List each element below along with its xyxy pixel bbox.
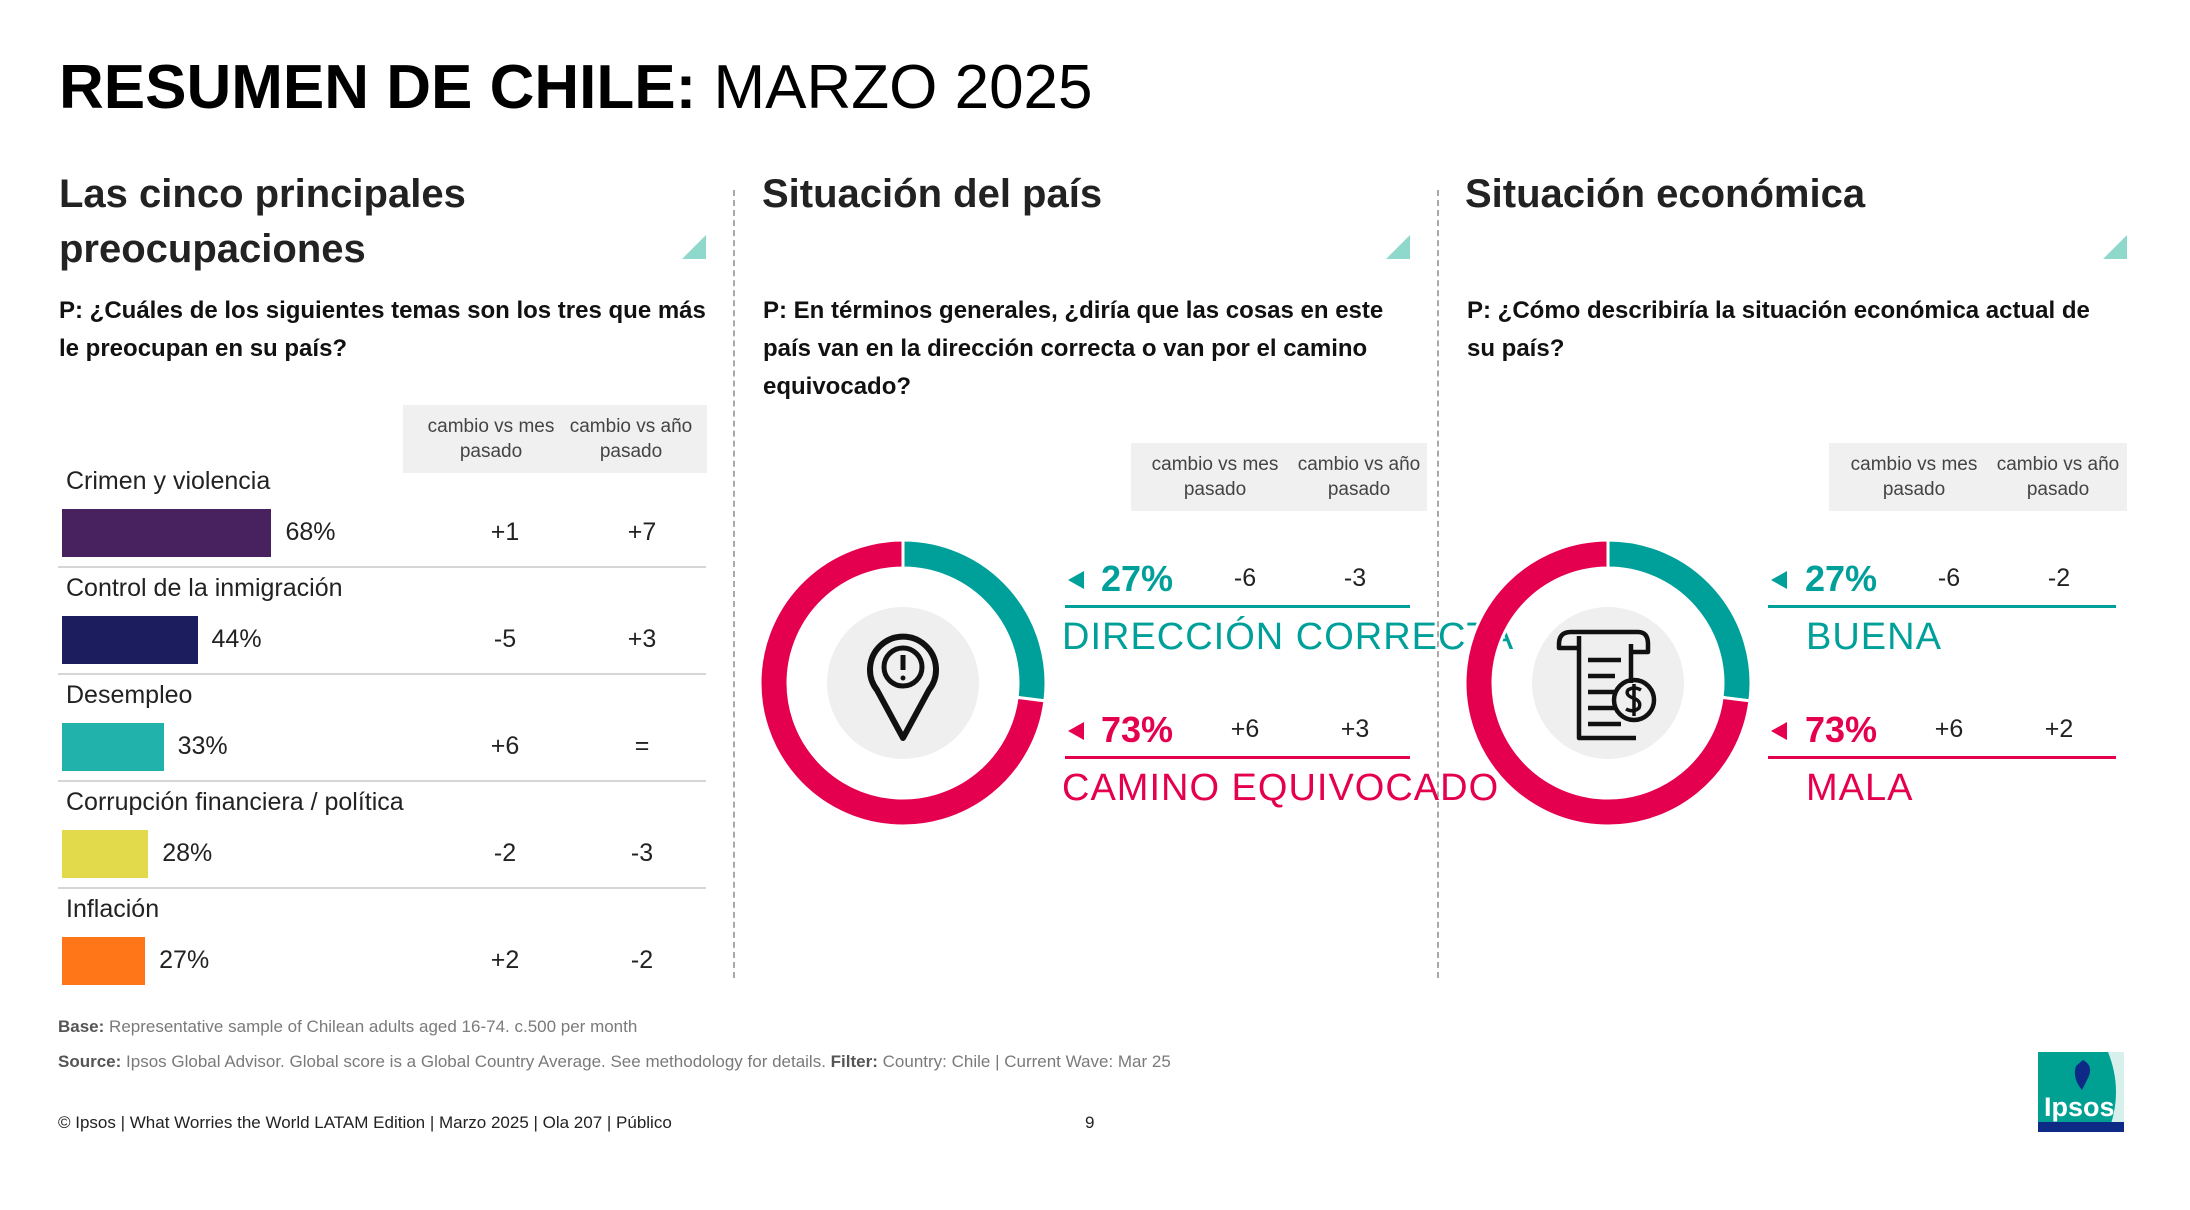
donut-category-label: CAMINO EQUIVOCADO <box>1062 767 1500 809</box>
issue-label: Crimen y violencia <box>66 467 271 495</box>
row-divider <box>58 673 706 675</box>
change-vs-year-value: = <box>634 732 650 760</box>
donut-category-label: DIRECCIÓN CORRECTA <box>1062 616 1515 658</box>
category-underline <box>1065 605 1410 608</box>
change-vs-year-value: -2 <box>630 946 654 974</box>
change-vs-month-header: cambio vs mes pasado <box>427 416 555 462</box>
change-vs-year-header: cambio vs año pasado <box>569 416 693 462</box>
donut-value-label: 27% <box>1805 558 1878 599</box>
change-vs-month-value: -2 <box>493 839 517 867</box>
pointer-arrow-icon <box>1068 571 1084 589</box>
donut-category-label: BUENA <box>1806 616 1942 658</box>
top-concerns-question: P: ¿Cuáles de los siguientes temas son l… <box>59 297 706 362</box>
change-vs-year-value: -2 <box>2047 564 2071 592</box>
base-note-label: Base: <box>58 1017 105 1036</box>
change-header: cambio vs mes pasado cambio vs año pasad… <box>1829 443 2127 511</box>
economic-situation-question: P: ¿Cómo describiría la situación económ… <box>1467 297 2090 362</box>
change-vs-month-value: -6 <box>1937 564 1961 592</box>
country-direction-donut <box>760 540 1046 826</box>
base-note: Base: Representative sample of Chilean a… <box>58 1017 637 1037</box>
donut-slice <box>1465 540 1751 826</box>
filter-note-label: Filter: <box>830 1052 878 1071</box>
donut-value-label: 73% <box>1101 709 1174 750</box>
change-vs-month-value: -5 <box>493 625 517 653</box>
change-vs-month-value: +1 <box>490 518 520 546</box>
change-vs-year-value: -3 <box>1343 564 1367 592</box>
change-header: cambio vs mes pasado cambio vs año pasad… <box>403 405 707 473</box>
issue-bar <box>62 723 164 771</box>
corner-triangle-icon <box>2103 235 2127 259</box>
filter-note-text: Country: Chile | Current Wave: Mar 25 <box>882 1052 1171 1071</box>
page-title: RESUMEN DE CHILE: MARZO 2025 <box>59 50 1093 126</box>
change-vs-month-value: +6 <box>490 732 520 760</box>
page-title-date: MARZO 2025 <box>713 53 1093 122</box>
ipsos-logo-shape <box>2038 1052 2124 1132</box>
donut-value-label: 73% <box>1805 709 1878 750</box>
row-divider <box>58 566 706 568</box>
change-vs-month-value: +2 <box>490 946 520 974</box>
change-vs-month-value: -6 <box>1233 564 1257 592</box>
corner-triangle-icon <box>682 235 706 259</box>
country-situation-heading: Situación del país <box>762 172 1103 216</box>
category-underline <box>1768 605 2116 608</box>
corner-triangle-icon <box>1386 235 1410 259</box>
issue-value-label: 33% <box>177 732 228 760</box>
issue-label: Inflación <box>66 895 160 923</box>
source-note: Source: Ipsos Global Advisor. Global sco… <box>58 1052 1171 1072</box>
issue-value-label: 27% <box>159 946 210 974</box>
change-vs-month-value: +6 <box>1934 715 1964 743</box>
pointer-arrow-icon <box>1771 722 1787 740</box>
change-header: cambio vs mes pasado cambio vs año pasad… <box>1131 443 1427 511</box>
issue-value-label: 44% <box>211 625 262 653</box>
pointer-arrow-icon <box>1771 571 1787 589</box>
base-note-text: Representative sample of Chilean adults … <box>109 1017 638 1036</box>
row-divider <box>58 887 706 889</box>
invoice-dollar-icon <box>1556 629 1657 741</box>
issue-label: Control de la inmigración <box>66 574 343 602</box>
source-note-text: Ipsos Global Advisor. Global score is a … <box>126 1052 826 1071</box>
change-vs-year-header: cambio vs año pasado <box>1996 454 2120 500</box>
change-vs-month-header: cambio vs mes pasado <box>1151 454 1279 500</box>
change-vs-year-value: +2 <box>2044 715 2074 743</box>
change-vs-year-value: +3 <box>1340 715 1370 743</box>
change-vs-year-value: +3 <box>627 625 657 653</box>
pointer-arrow-icon <box>1068 722 1084 740</box>
change-vs-month-value: +6 <box>1230 715 1260 743</box>
ipsos-logo-text: Ipsos <box>2044 1092 2115 1122</box>
row-divider <box>58 780 706 782</box>
issue-bar <box>62 509 272 557</box>
top-concerns-heading: Las cinco principales preocupaciones <box>59 172 466 271</box>
issue-value-label: 68% <box>285 518 336 546</box>
source-note-label: Source: <box>58 1052 122 1071</box>
economic-situation-donut <box>1465 540 1751 826</box>
issue-bar <box>62 616 198 664</box>
change-vs-year-value: -3 <box>630 839 654 867</box>
issue-bar <box>62 830 149 878</box>
change-vs-year-value: +7 <box>627 518 657 546</box>
change-vs-month-header: cambio vs mes pasado <box>1850 454 1978 500</box>
issue-label: Corrupción financiera / política <box>66 788 404 816</box>
column-divider-2 <box>1437 190 1439 978</box>
footer-copyright: © Ipsos | What Worries the World LATAM E… <box>58 1113 672 1132</box>
ipsos-logo: Ipsos <box>2038 1052 2124 1132</box>
donut-center <box>827 607 979 759</box>
category-underline <box>1065 756 1410 759</box>
economic-situation-heading: Situación económica <box>1465 172 1866 216</box>
issue-bar <box>62 937 146 985</box>
issue-value-label: 28% <box>162 839 213 867</box>
map-pin-alert-icon <box>867 633 939 741</box>
page-title-bold: RESUMEN DE CHILE: <box>59 53 697 122</box>
country-situation-question: P: En términos generales, ¿diría que las… <box>763 297 1384 400</box>
page-number: 9 <box>1085 1113 1095 1132</box>
donut-category-label: MALA <box>1806 767 1914 809</box>
donut-value-label: 27% <box>1101 558 1174 599</box>
category-underline <box>1768 756 2116 759</box>
change-vs-year-header: cambio vs año pasado <box>1297 454 1421 500</box>
column-divider-1 <box>733 190 735 978</box>
issue-label: Desempleo <box>66 681 193 709</box>
donut-slice <box>760 540 1046 826</box>
